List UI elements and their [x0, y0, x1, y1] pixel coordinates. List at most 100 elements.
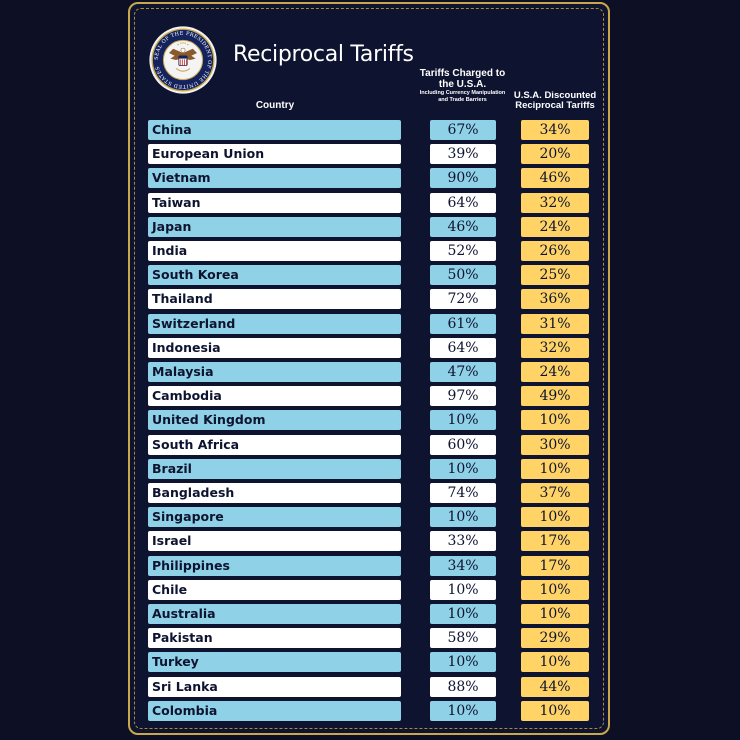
tariff-charged-cell: 90%	[430, 168, 496, 189]
country-cell: Pakistan	[148, 628, 401, 649]
table-row: United Kingdom 10% 10%	[0, 410, 740, 431]
discounted-tariff-cell: 10%	[521, 410, 589, 431]
discounted-tariff-cell: 17%	[521, 531, 589, 552]
country-cell: Singapore	[148, 507, 401, 528]
tariff-charged-cell: 10%	[430, 507, 496, 528]
country-cell: Indonesia	[148, 337, 401, 358]
table-row: China 67% 34%	[0, 120, 740, 140]
tariff-charged-cell: 39%	[430, 144, 496, 165]
country-cell: United Kingdom	[148, 410, 401, 431]
country-cell: Cambodia	[148, 386, 401, 407]
discounted-tariff-cell: 44%	[521, 676, 589, 697]
tariff-charged-cell: 60%	[430, 434, 496, 455]
tariff-charged-cell: 72%	[430, 289, 496, 310]
table-row: South Korea 50% 25%	[0, 265, 740, 286]
tariff-charged-cell: 10%	[430, 652, 496, 673]
country-cell: India	[148, 241, 401, 261]
discounted-tariff-cell: 32%	[521, 337, 589, 358]
country-cell: Chile	[148, 579, 401, 600]
table-row: Cambodia 97% 49%	[0, 386, 740, 407]
discounted-tariff-cell: 10%	[521, 652, 589, 673]
country-cell: Brazil	[148, 458, 401, 479]
tariff-charged-cell: 10%	[430, 700, 496, 721]
header-discounted-label: U.S.A. Discounted Reciprocal Tariffs	[513, 90, 597, 111]
header-discounted-tariffs: U.S.A. Discounted Reciprocal Tariffs	[505, 91, 605, 111]
discounted-tariff-cell: 20%	[521, 144, 589, 165]
country-cell: Sri Lanka	[148, 676, 401, 697]
discounted-tariff-cell: 37%	[521, 483, 589, 503]
discounted-tariff-cell: 29%	[521, 628, 589, 649]
table-row: Switzerland 61% 31%	[0, 313, 740, 334]
tariff-charged-cell: 10%	[430, 579, 496, 600]
tariff-charged-cell: 58%	[430, 628, 496, 649]
discounted-tariff-cell: 31%	[521, 313, 589, 334]
discounted-tariff-cell: 10%	[521, 604, 589, 624]
table-row: Turkey 10% 10%	[0, 652, 740, 673]
tariff-charged-cell: 64%	[430, 192, 496, 213]
header-country: Country	[255, 100, 295, 111]
page-title: Reciprocal Tariffs	[233, 42, 414, 67]
tariff-charged-cell: 50%	[430, 265, 496, 286]
tariff-charged-cell: 67%	[430, 120, 496, 140]
table-row: Bangladesh 74% 37%	[0, 483, 740, 503]
tariff-charged-cell: 61%	[430, 313, 496, 334]
header-tariffs-charged: Tariffs Charged to the U.S.A. Including …	[415, 68, 510, 103]
table-row: Indonesia 64% 32%	[0, 337, 740, 358]
discounted-tariff-cell: 24%	[521, 362, 589, 382]
table-row: India 52% 26%	[0, 241, 740, 261]
panel-inner-border	[134, 8, 604, 729]
country-cell: Malaysia	[148, 362, 401, 382]
discounted-tariff-cell: 49%	[521, 386, 589, 407]
tariff-charged-cell: 33%	[430, 531, 496, 552]
table-row: Malaysia 47% 24%	[0, 362, 740, 382]
tariff-charged-cell: 10%	[430, 458, 496, 479]
country-cell: South Africa	[148, 434, 401, 455]
header-tariffs-charged-sublabel: Including Currency Manipulation and Trad…	[419, 90, 506, 103]
country-cell: Taiwan	[148, 192, 401, 213]
country-cell: Vietnam	[148, 168, 401, 189]
country-cell: Thailand	[148, 289, 401, 310]
discounted-tariff-cell: 17%	[521, 555, 589, 576]
discounted-tariff-cell: 10%	[521, 579, 589, 600]
discounted-tariff-cell: 46%	[521, 168, 589, 189]
header-tariffs-charged-label: Tariffs Charged to the U.S.A.	[419, 68, 506, 90]
discounted-tariff-cell: 10%	[521, 700, 589, 721]
table-row: Sri Lanka 88% 44%	[0, 676, 740, 697]
tariff-charged-cell: 88%	[430, 676, 496, 697]
tariff-charged-cell: 34%	[430, 555, 496, 576]
discounted-tariff-cell: 36%	[521, 289, 589, 310]
table-row: Philippines 34% 17%	[0, 555, 740, 576]
country-cell: Turkey	[148, 652, 401, 673]
discounted-tariff-cell: 34%	[521, 120, 589, 140]
tariff-charged-cell: 10%	[430, 410, 496, 431]
table-row: Brazil 10% 10%	[0, 458, 740, 479]
country-cell: China	[148, 120, 401, 140]
table-row: Singapore 10% 10%	[0, 507, 740, 528]
discounted-tariff-cell: 30%	[521, 434, 589, 455]
presidential-seal-icon: SEAL OF THE PRESIDENT OF THE UNITED STAT…	[149, 26, 217, 94]
tariff-charged-cell: 97%	[430, 386, 496, 407]
table-row: Israel 33% 17%	[0, 531, 740, 552]
tariff-charged-cell: 47%	[430, 362, 496, 382]
country-cell: Colombia	[148, 700, 401, 721]
tariff-charged-cell: 74%	[430, 483, 496, 503]
country-cell: Philippines	[148, 555, 401, 576]
table-row: Colombia 10% 10%	[0, 700, 740, 721]
country-cell: Bangladesh	[148, 483, 401, 503]
discounted-tariff-cell: 26%	[521, 241, 589, 261]
table-row: Thailand 72% 36%	[0, 289, 740, 310]
table-row: Pakistan 58% 29%	[0, 628, 740, 649]
country-cell: Japan	[148, 216, 401, 237]
country-cell: European Union	[148, 144, 401, 165]
tariff-charged-cell: 64%	[430, 337, 496, 358]
country-cell: Israel	[148, 531, 401, 552]
discounted-tariff-cell: 25%	[521, 265, 589, 286]
country-cell: Australia	[148, 604, 401, 624]
table-row: Taiwan 64% 32%	[0, 192, 740, 213]
country-cell: Switzerland	[148, 313, 401, 334]
table-row: Chile 10% 10%	[0, 579, 740, 600]
table-row: Australia 10% 10%	[0, 604, 740, 624]
table-row: Vietnam 90% 46%	[0, 168, 740, 189]
discounted-tariff-cell: 32%	[521, 192, 589, 213]
table-row: European Union 39% 20%	[0, 144, 740, 165]
